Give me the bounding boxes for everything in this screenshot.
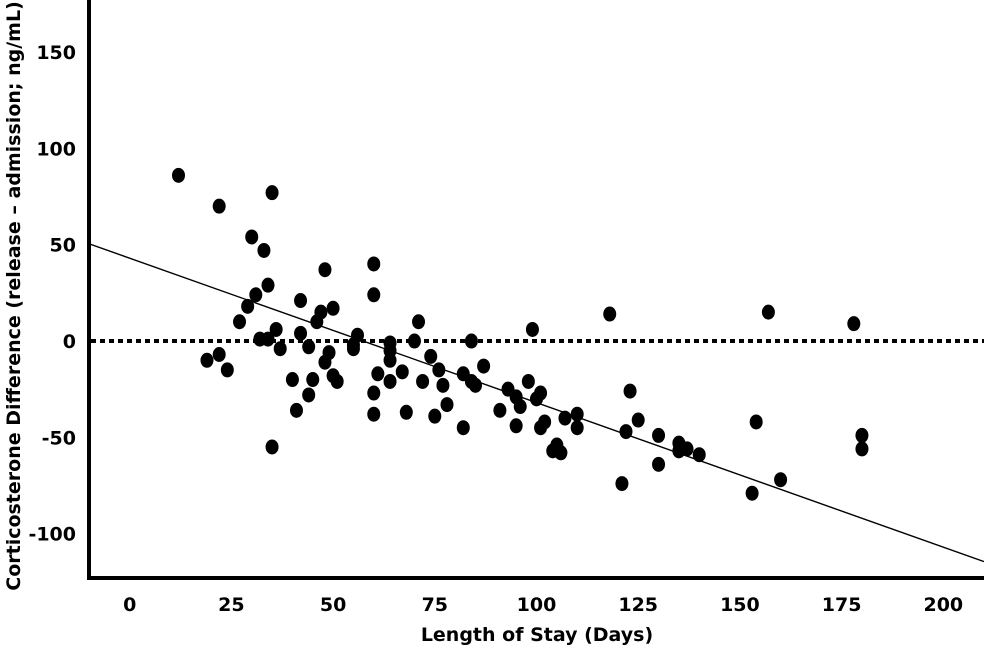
y-axis-title: Corticosterone Difference (release – adm… [3, 1, 25, 591]
data-point [399, 404, 413, 420]
data-point [367, 406, 381, 422]
data-point [172, 167, 185, 183]
data-point [383, 373, 397, 389]
data-point [521, 373, 535, 389]
data-point [745, 485, 759, 501]
data-point [220, 362, 234, 378]
data-point [570, 406, 584, 422]
data-point [493, 402, 507, 418]
x-tick-label: 200 [923, 594, 963, 616]
data-point [302, 339, 316, 355]
data-point [371, 366, 385, 382]
data-point [509, 418, 523, 434]
data-point [652, 427, 666, 443]
y-tick-label: -50 [42, 427, 76, 449]
x-axis-title: Length of Stay (Days) [421, 624, 653, 646]
data-point [623, 383, 637, 399]
data-point [294, 293, 308, 309]
y-axis-ticks: -100 -50 0 50 100 150 [28, 42, 76, 546]
data-point [692, 447, 706, 463]
x-tick-label: 75 [422, 594, 448, 616]
data-point [265, 439, 279, 455]
x-tick-label: 125 [618, 594, 658, 616]
x-axis-ticks: 0 25 50 75 100 125 150 175 200 [123, 594, 963, 616]
data-point [412, 314, 426, 330]
data-point [761, 304, 775, 320]
data-point [285, 372, 299, 388]
data-point [306, 372, 320, 388]
data-point [351, 327, 364, 343]
y-tick-label: 100 [36, 138, 76, 160]
data-point [468, 377, 482, 393]
data-point [330, 373, 344, 389]
data-point [749, 414, 763, 430]
data-point [416, 373, 430, 389]
x-tick-label: 175 [822, 594, 862, 616]
y-tick-label: 0 [63, 331, 76, 353]
data-point [314, 304, 328, 320]
data-point [249, 287, 263, 303]
data-point [302, 387, 316, 403]
data-point [603, 306, 617, 322]
x-tick-label: 50 [320, 594, 346, 616]
data-point [615, 476, 629, 492]
data-point [346, 341, 360, 357]
x-tick-label: 0 [123, 594, 136, 616]
data-point [774, 472, 788, 488]
data-point [477, 358, 491, 374]
data-point [436, 377, 450, 393]
data-point [456, 420, 470, 436]
data-point [619, 424, 633, 440]
data-point [289, 402, 303, 418]
data-point [294, 325, 308, 341]
data-point [428, 408, 442, 424]
data-point [261, 277, 275, 293]
data-point [261, 331, 275, 347]
data-point [432, 362, 446, 378]
data-point [554, 445, 568, 461]
data-point [680, 441, 694, 457]
x-tick-label: 25 [218, 594, 244, 616]
data-point [200, 352, 214, 368]
data-point [652, 456, 666, 472]
data-points [172, 167, 869, 501]
x-tick-label: 100 [517, 594, 557, 616]
data-point [245, 229, 259, 245]
data-point [265, 185, 279, 201]
data-point [367, 385, 381, 401]
data-point [525, 321, 539, 337]
data-point [407, 333, 421, 349]
data-point [318, 262, 332, 278]
data-point [534, 385, 548, 401]
data-point [367, 287, 381, 303]
data-point [326, 300, 340, 316]
data-point [233, 314, 247, 330]
data-point [631, 412, 645, 428]
y-tick-label: -100 [28, 524, 76, 546]
y-tick-label: 50 [50, 235, 76, 257]
y-tick-label: 150 [36, 42, 76, 64]
data-point [212, 198, 226, 214]
data-point [273, 341, 287, 357]
data-point [395, 364, 409, 380]
data-point [269, 321, 283, 337]
data-point [558, 410, 572, 426]
data-point [847, 316, 861, 332]
x-tick-label: 150 [720, 594, 760, 616]
data-point [855, 441, 869, 457]
data-point [383, 352, 397, 368]
data-point [322, 345, 336, 361]
data-point [257, 242, 271, 258]
data-point [367, 256, 381, 272]
data-point [212, 347, 226, 363]
data-point [464, 333, 478, 349]
data-point [440, 397, 454, 413]
data-point [855, 427, 869, 443]
data-point [570, 420, 584, 436]
data-point [241, 298, 255, 314]
data-point [424, 348, 438, 364]
data-point [538, 414, 552, 430]
data-point [513, 399, 527, 415]
